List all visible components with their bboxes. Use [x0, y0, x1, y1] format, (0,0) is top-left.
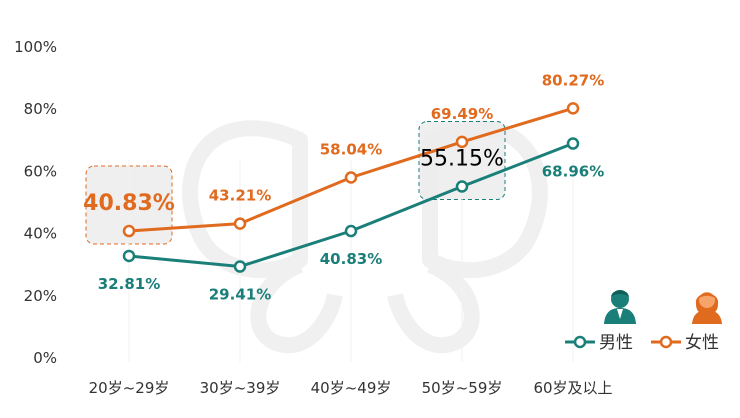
x-tick-label: 50岁~59岁 — [422, 379, 503, 397]
data-label: 58.04% — [320, 140, 382, 158]
legend-label: 男性 — [599, 333, 633, 353]
data-label: 68.96% — [542, 163, 604, 181]
data-point — [344, 224, 358, 238]
data-label: 43.21% — [209, 187, 271, 205]
data-label: 80.27% — [542, 71, 604, 89]
y-tick-label: 80% — [24, 100, 57, 118]
data-point — [455, 135, 469, 149]
x-tick-label: 30岁~39岁 — [200, 379, 281, 397]
man-avatar-icon — [604, 290, 636, 324]
legend-marker — [573, 335, 587, 349]
woman-avatar-icon — [692, 292, 722, 324]
legend: 男性 女性 — [565, 333, 719, 353]
highlight-label: 55.15% — [420, 146, 504, 171]
data-point — [122, 224, 136, 238]
data-point — [122, 249, 136, 263]
x-tick-label: 60岁及以上 — [533, 379, 612, 397]
data-point — [455, 180, 469, 193]
data-label: 32.81% — [98, 275, 160, 293]
data-point — [233, 260, 247, 273]
data-label: 69.49% — [431, 105, 493, 123]
data-point — [344, 171, 358, 184]
data-label: 29.41% — [209, 286, 271, 304]
y-tick-label: 0% — [33, 349, 57, 367]
y-tick-label: 100% — [14, 38, 57, 56]
x-tick-label: 40岁~49岁 — [311, 379, 392, 397]
data-label: 40.83% — [320, 250, 382, 268]
legend-label: 女性 — [685, 333, 719, 353]
y-tick-label: 20% — [24, 287, 57, 305]
y-tick-label: 60% — [24, 162, 57, 180]
data-point — [233, 217, 247, 230]
legend-marker — [659, 335, 673, 349]
data-point — [566, 137, 580, 150]
data-point — [566, 102, 580, 115]
y-tick-label: 40% — [24, 225, 57, 243]
highlight-label: 40.83% — [83, 191, 175, 216]
x-tick-label: 20岁~29岁 — [89, 379, 170, 397]
